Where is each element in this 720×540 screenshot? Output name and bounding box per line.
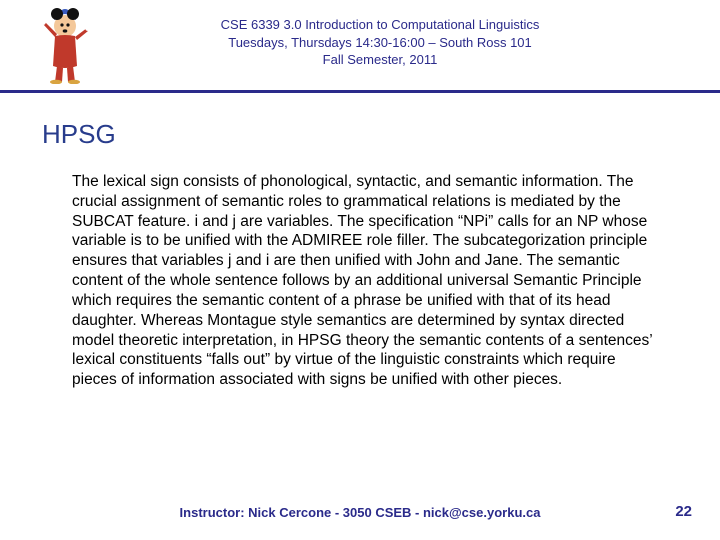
- page-number: 22: [675, 503, 692, 520]
- course-info: CSE 6339 3.0 Introduction to Computation…: [140, 4, 720, 69]
- mascot-icon: [30, 4, 100, 84]
- course-title-line: CSE 6339 3.0 Introduction to Computation…: [140, 16, 620, 34]
- footer: Instructor: Nick Cercone - 3050 CSEB - n…: [0, 505, 720, 520]
- slide-container: CSE 6339 3.0 Introduction to Computation…: [0, 0, 720, 540]
- instructor-line: Instructor: Nick Cercone - 3050 CSEB - n…: [180, 505, 541, 520]
- header-row: CSE 6339 3.0 Introduction to Computation…: [0, 0, 720, 84]
- course-semester-line: Fall Semester, 2011: [140, 51, 620, 69]
- slide-title: HPSG: [0, 93, 720, 150]
- course-schedule-line: Tuesdays, Thursdays 14:30-16:00 – South …: [140, 34, 620, 52]
- body-paragraph: The lexical sign consists of phonologica…: [0, 150, 720, 390]
